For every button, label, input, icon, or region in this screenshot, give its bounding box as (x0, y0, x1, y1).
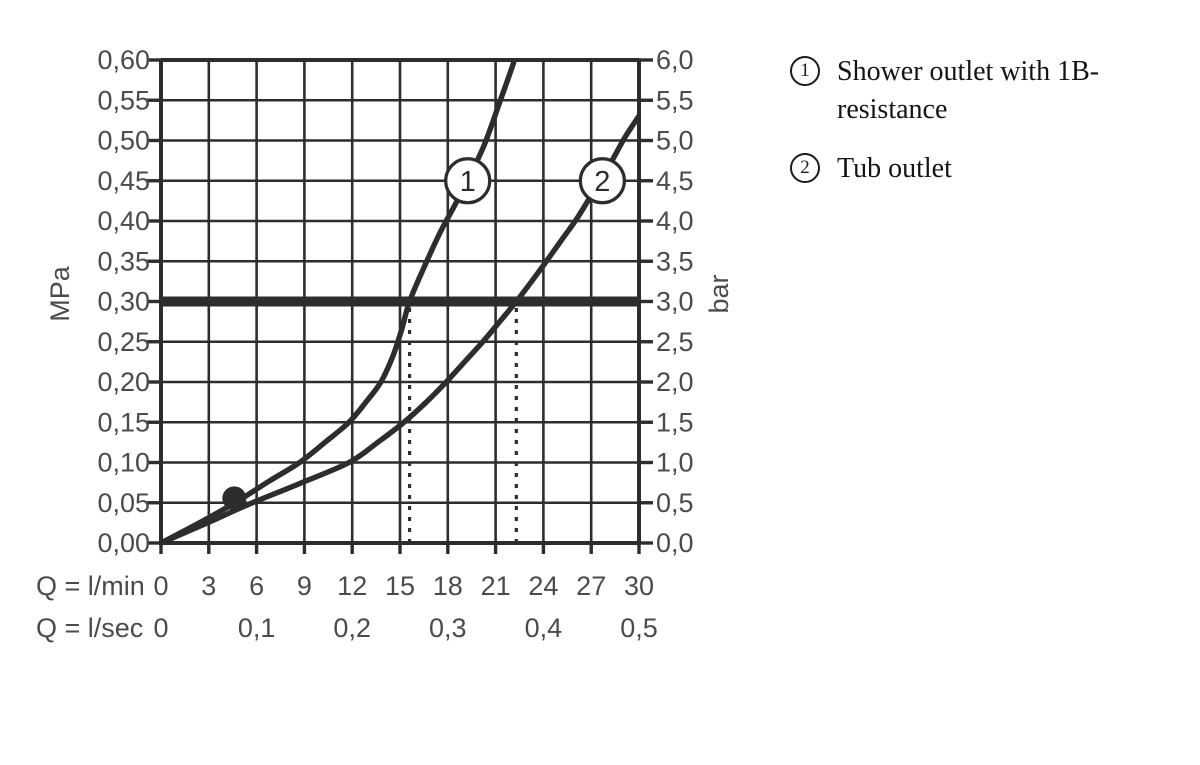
x-lmin-tick-label: 9 (297, 571, 312, 601)
y-right-tick-label: 5,5 (656, 85, 694, 115)
guide-lines (407, 304, 518, 543)
curve-label-circle-1 (444, 157, 492, 205)
y-right-tick-label: 6,0 (656, 45, 694, 75)
x-axis-row-label-lmin: Q = l/min (36, 571, 145, 601)
y-axis-right-labels: 6,0 5,5 5,0 4,5 4,0 3,5 3,0 2,5 2,0 1,5 1,0 0,5 0,0 (656, 45, 694, 558)
circled-2-icon: 2 (790, 153, 820, 183)
y-right-tick-label: 2,5 (656, 327, 694, 357)
y-left-tick-label: 0,20 (97, 367, 150, 397)
y-left-tick-label: 0,25 (97, 327, 150, 357)
y-right-tick-label: 5,0 (656, 126, 694, 156)
y-right-tick-label: 4,5 (656, 166, 694, 196)
x-lmin-tick-label: 15 (385, 571, 415, 601)
x-lmin-tick-label: 0 (153, 571, 168, 601)
x-lmin-tick-label: 27 (576, 571, 606, 601)
x-axis-row-label-lsec: Q = l/sec (36, 613, 143, 643)
x-lsec-tick-label: 0,1 (238, 613, 276, 643)
circled-1-icon: 1 (790, 56, 820, 86)
y-right-tick-label: 0,5 (656, 488, 694, 518)
y-left-tick-label: 0,40 (97, 206, 150, 236)
x-lmin-tick-label: 24 (528, 571, 558, 601)
x-lsec-tick-label: 0,2 (333, 613, 371, 643)
curve-1 (159, 58, 518, 545)
x-lmin-tick-label: 30 (624, 571, 654, 601)
curve-label-number-2: 2 (594, 166, 610, 198)
x-lmin-tick-label: 18 (433, 571, 463, 601)
flow-pressure-chart: 1 20,600,550,500,450,400,350,300,250,200,… (36, 45, 734, 643)
y-left-tick-label: 0,00 (97, 528, 150, 558)
y-right-tick-label: 1,0 (656, 448, 694, 478)
x-lmin-tick-label: 3 (201, 571, 216, 601)
x-lsec-tick-label: 0 (153, 613, 168, 643)
y-right-tick-label: 2,0 (656, 367, 694, 397)
y-left-tick-label: 0,55 (97, 85, 150, 115)
y-left-tick-label: 0,05 (97, 488, 150, 518)
y-right-unit-label: bar (704, 274, 734, 313)
axis-ticks (147, 58, 653, 554)
y-right-tick-label: 0,0 (656, 528, 694, 558)
legend-label-shower: Shower outlet with 1B-resistance (837, 56, 1100, 125)
x-lsec-tick-label: 0,4 (525, 613, 563, 643)
curve-label-number-1: 1 (460, 166, 476, 198)
legend-item-shower: 1 Shower outlet with 1B-resistance (790, 53, 1139, 129)
y-left-tick-label: 0,15 (97, 407, 150, 437)
y-right-tick-label: 4,0 (656, 206, 694, 236)
x-lmin-tick-label: 12 (337, 571, 367, 601)
legend-label-tub: Tub outlet (837, 153, 952, 184)
x-axis-labels: Q = l/min 0 3 6 9 12 15 18 21 24 27 30 Q = l/sec 0 0,1… (36, 571, 658, 643)
y-left-tick-label: 0,50 (97, 126, 150, 156)
y-right-tick-label: 3,0 (656, 287, 694, 317)
y-left-tick-label: 0,35 (97, 246, 150, 276)
y-right-tick-label: 1,5 (656, 407, 694, 437)
legend-item-tub: 2 Tub outlet (790, 150, 1139, 188)
y-left-tick-label: 0,30 (97, 287, 150, 317)
x-lmin-tick-label: 21 (481, 571, 511, 601)
x-lsec-tick-label: 0,3 (429, 613, 467, 643)
y-axis-left-labels: 0,60 0,55 0,50 0,45 0,40 0,35 0,30 0,25 0,20 0,15… (97, 45, 150, 558)
y-left-tick-label: 0,45 (97, 166, 150, 196)
legend: 1 Shower outlet with 1B-resistance 2 Tub… (790, 53, 1139, 188)
curve-label-circle-2 (578, 157, 626, 205)
flow-marker-dot (222, 486, 247, 511)
x-lmin-tick-label: 6 (249, 571, 264, 601)
y-left-unit-label: MPa (45, 265, 75, 322)
y-right-tick-label: 3,5 (656, 246, 694, 276)
x-lsec-tick-label: 0,5 (620, 613, 658, 643)
y-left-tick-label: 0,10 (97, 448, 150, 478)
y-left-tick-label: 0,60 (97, 45, 150, 75)
